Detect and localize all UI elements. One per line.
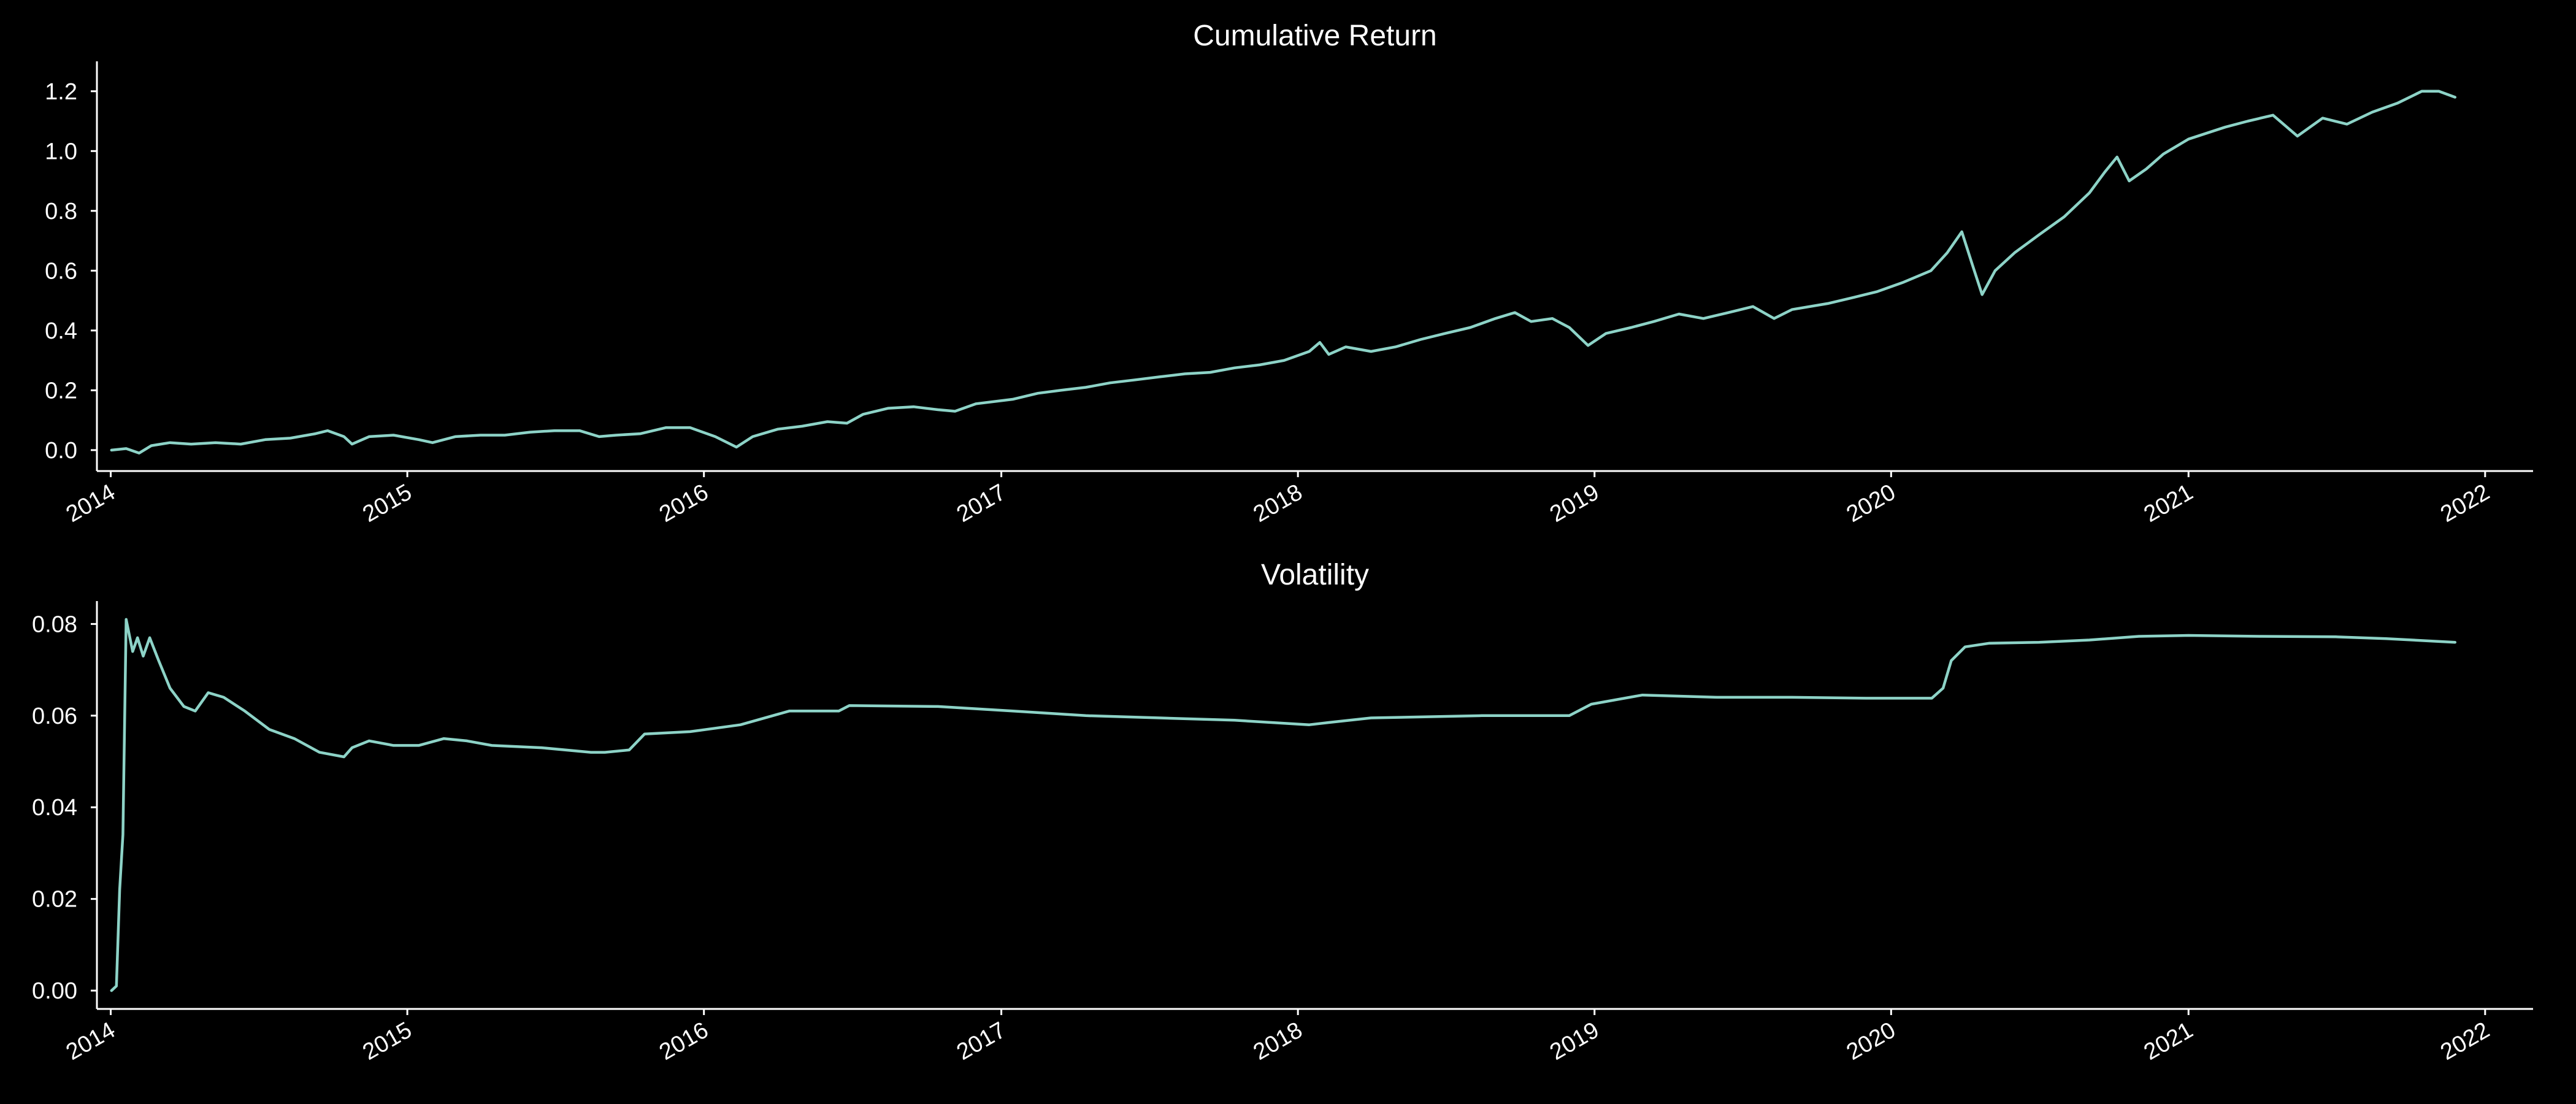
- y-tick-label: 0.0: [45, 438, 77, 464]
- y-tick-label: 0.4: [45, 318, 77, 344]
- series-line-1: [110, 618, 2457, 992]
- y-tick-label: 0.8: [45, 199, 77, 224]
- chart-title: Volatility: [1261, 559, 1369, 591]
- y-tick-label: 0.04: [32, 795, 77, 821]
- y-tick-label: 1.2: [45, 79, 77, 105]
- y-tick-label: 1.0: [45, 139, 77, 164]
- chart-title: Cumulative Return: [1193, 20, 1437, 52]
- series-line-1: [110, 90, 2457, 454]
- y-tick-label: 0.6: [45, 258, 77, 284]
- y-tick-label: 0.00: [32, 978, 77, 1004]
- y-tick-label: 0.08: [32, 611, 77, 637]
- y-tick-label: 0.2: [45, 378, 77, 404]
- y-tick-label: 0.06: [32, 703, 77, 729]
- y-tick-label: 0.02: [32, 887, 77, 913]
